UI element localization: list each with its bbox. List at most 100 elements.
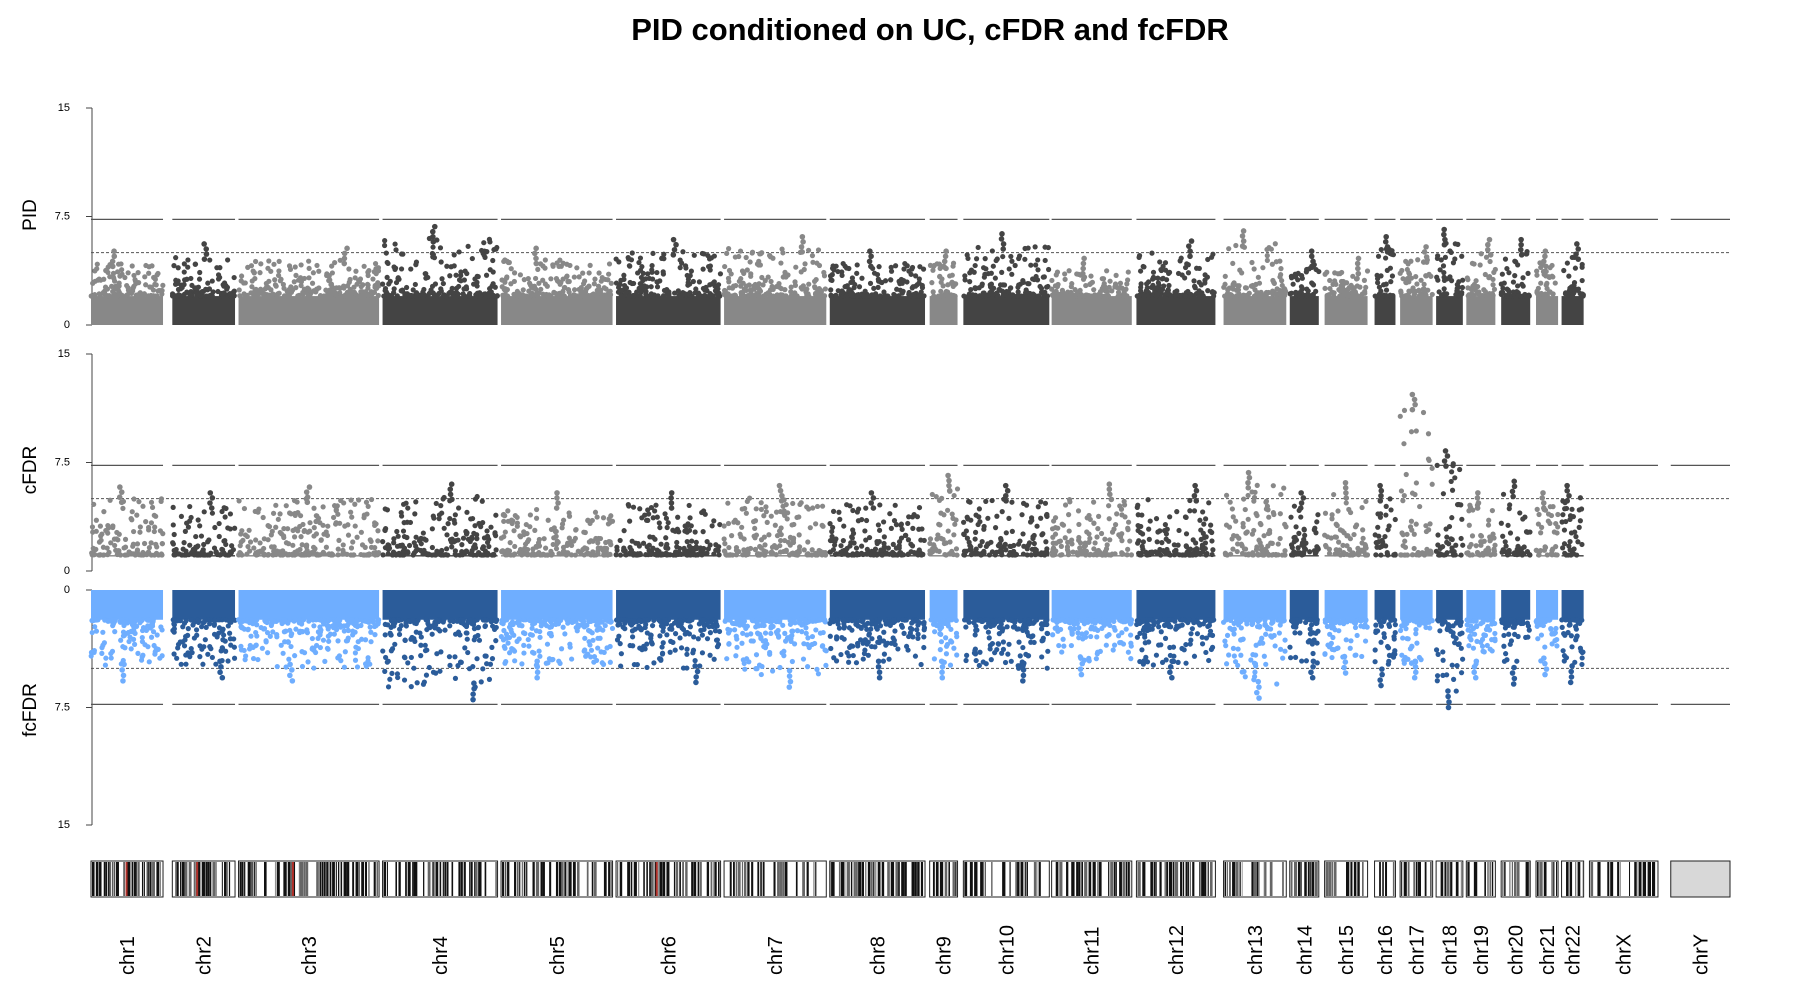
snp-point [677,265,683,271]
snp-point [829,533,835,540]
snp-point [762,542,768,548]
snp-point [645,271,651,277]
snp-point [682,263,689,269]
snp-point [864,551,870,557]
snp-point [1572,265,1579,271]
snp-point [108,655,114,661]
snp-point [1168,293,1174,299]
snp-point [994,290,1000,296]
snp-point [1343,495,1350,501]
snp-point [867,280,874,286]
snp-point [554,495,560,501]
snp-point [782,287,788,293]
snp-point [449,496,455,503]
snp-point [1375,253,1382,259]
snp-point [1137,529,1144,536]
snp-point [1154,539,1160,545]
snp-point [946,487,953,494]
snp-point [225,623,231,629]
snp-point [424,551,430,558]
snp-point [341,250,348,257]
snp-point [1167,514,1173,520]
snp-point [575,548,581,554]
snp-point [1343,500,1349,506]
snp-point [474,290,481,296]
snp-point [277,511,283,517]
snp-point [131,272,137,279]
snp-point [1324,269,1330,275]
snp-point [1019,512,1025,518]
snp-point [744,267,750,273]
snp-point [1538,530,1544,536]
snp-point [905,551,911,557]
snp-point [341,255,348,262]
snp-point [1520,275,1526,281]
snp-point [521,277,527,283]
snp-point [1241,496,1247,502]
snp-point [1363,284,1369,291]
snp-point [648,504,655,511]
snp-point [1118,532,1124,538]
snp-point [1230,514,1236,520]
snp-point [1567,516,1573,523]
snp-point [1026,540,1033,546]
snp-point [1271,511,1277,518]
snp-point [852,281,858,288]
snp-point [1176,527,1182,534]
snp-point [91,501,97,507]
snp-point [307,520,313,526]
snp-point [1473,543,1479,549]
snp-point [1485,522,1492,528]
snp-point [1299,272,1305,279]
snp-point [1254,512,1260,519]
snp-point [1580,292,1586,298]
snp-point [483,293,489,299]
chromosome-density-block [238,296,380,325]
snp-point [97,293,103,299]
snp-point [938,535,944,541]
snp-point [1448,478,1454,485]
snp-point [209,654,215,661]
snp-point [306,265,312,272]
snp-point [272,282,279,288]
snp-point [189,282,195,289]
snp-point [1008,285,1014,291]
snp-point [1385,552,1391,558]
snp-point [571,274,577,280]
snp-point [1559,519,1565,525]
snp-point [1243,293,1249,299]
snp-point [1305,288,1311,294]
snp-point [881,540,887,547]
snp-point [1376,291,1382,297]
snp-point [142,274,148,280]
snp-point [361,263,367,269]
snp-point [663,515,670,521]
snp-point [1020,279,1026,285]
snp-point [514,514,520,521]
snp-point [948,550,954,556]
snp-point [118,489,125,495]
snp-point [587,262,593,268]
snp-point [487,267,493,273]
snp-point [1504,265,1510,272]
snp-point [1382,239,1389,245]
snp-point [1193,487,1200,494]
snp-point [243,293,249,299]
snp-point [670,252,677,258]
snp-point [1116,293,1122,299]
snp-point [1203,552,1209,558]
snp-point [1487,252,1494,258]
snp-point [1411,545,1417,552]
snp-point [966,498,972,505]
snp-point [1398,488,1405,494]
snp-point [1202,277,1208,283]
snp-point [223,541,229,548]
snp-point [220,626,226,632]
snp-point [655,293,661,299]
snp-point [828,292,834,298]
snp-point [181,643,188,649]
snp-point [1087,535,1093,542]
snp-point [172,552,178,558]
snp-point [1178,255,1184,261]
snp-point [1449,487,1456,493]
